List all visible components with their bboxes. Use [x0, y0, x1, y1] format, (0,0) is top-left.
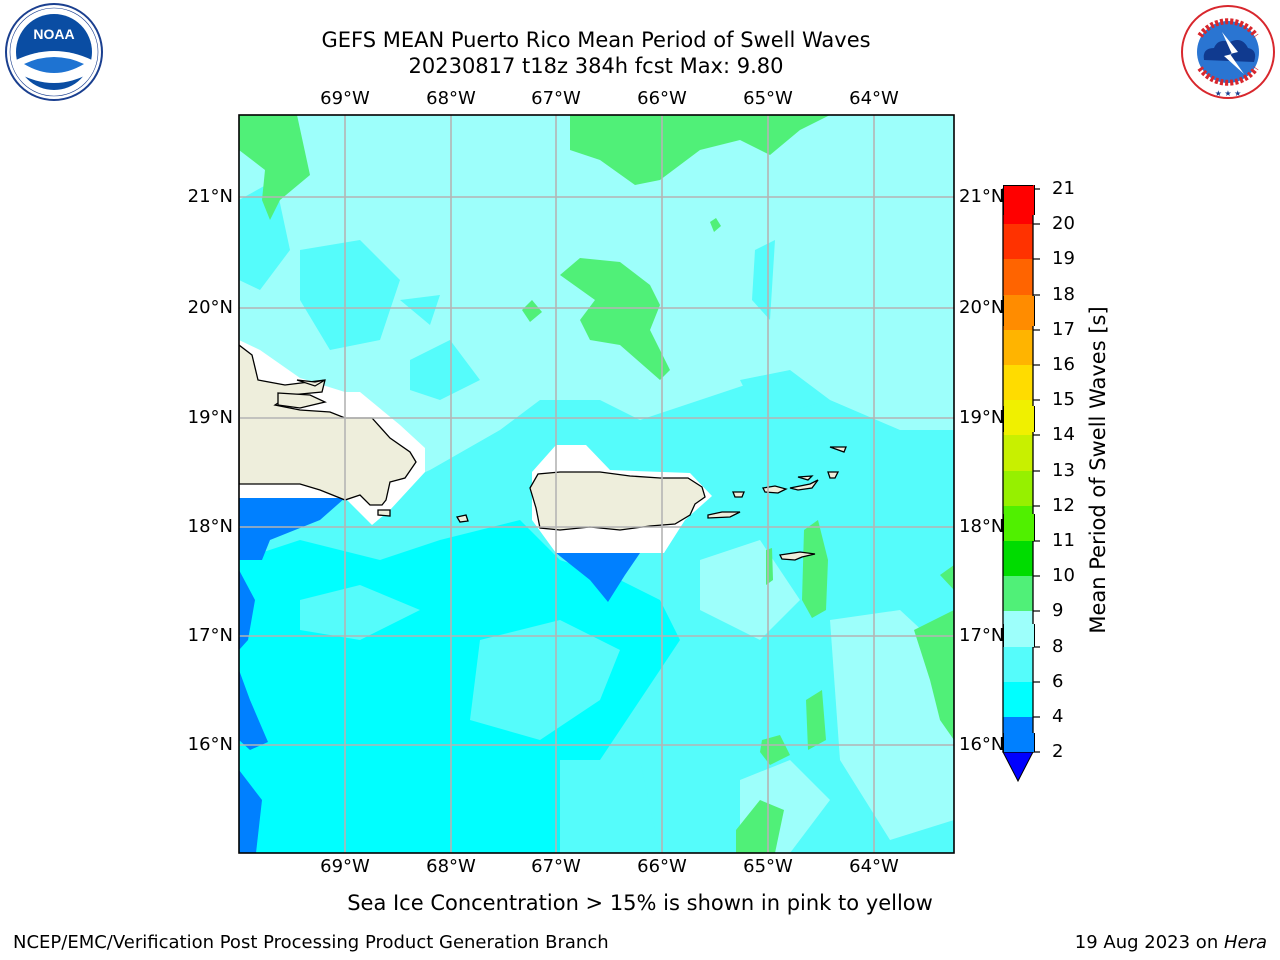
lat-tick-left: 21°N	[187, 186, 233, 207]
national-weather-service-logo: ★ ★ ★	[1180, 4, 1276, 100]
colorbar-tick: 18	[1052, 284, 1075, 305]
colorbar-tick: 6	[1052, 671, 1064, 692]
lon-tick-bottom: 64°W	[849, 856, 899, 877]
swell-band-2-4	[239, 498, 345, 560]
lon-tick-top: 69°W	[320, 88, 370, 109]
lon-tick-top: 67°W	[531, 88, 581, 109]
colorbar-tick: 17	[1052, 319, 1075, 340]
lon-tick-top: 65°W	[743, 88, 793, 109]
colorbar-cover	[1003, 624, 1035, 647]
lon-tick-bottom: 68°W	[426, 856, 476, 877]
colorbar-cover	[1003, 296, 1035, 326]
colorbar-tick: 4	[1052, 706, 1064, 727]
colorbar-top-edge	[1003, 185, 1033, 187]
colorbar-cover	[1003, 514, 1035, 541]
lat-tick-right: 21°N	[959, 186, 1005, 207]
colorbar-tick: 21	[1052, 178, 1075, 199]
lat-tick-left: 17°N	[187, 625, 233, 646]
colorbar-tick: 10	[1052, 565, 1075, 586]
lon-tick-top: 66°W	[637, 88, 687, 109]
graticule	[239, 115, 954, 853]
colorbar-tick: 2	[1052, 741, 1064, 762]
lat-tick-left: 20°N	[187, 297, 233, 318]
lon-tick-top: 68°W	[426, 88, 476, 109]
colorbar-tick: 9	[1052, 600, 1064, 621]
colorbar-tick: 14	[1052, 424, 1075, 445]
svg-text:★ ★ ★: ★ ★ ★	[1215, 89, 1242, 98]
map-frame	[238, 114, 955, 854]
colorbar-tick: 12	[1052, 495, 1075, 516]
colorbar-tick: 16	[1052, 354, 1075, 375]
hispaniola-landmass	[239, 344, 417, 506]
colorbar-top-cover	[1003, 185, 1035, 215]
lon-tick-bottom: 67°W	[531, 856, 581, 877]
colorbar-tick: 19	[1052, 248, 1075, 269]
colorbar-tick: 20	[1052, 213, 1075, 234]
footer-system-name: Hera	[1223, 932, 1267, 953]
colorbar-tick: 11	[1052, 530, 1075, 551]
lat-tick-right: 20°N	[959, 297, 1005, 318]
lat-tick-left: 18°N	[187, 516, 233, 537]
lon-tick-bottom: 65°W	[743, 856, 793, 877]
lon-tick-top: 64°W	[849, 88, 899, 109]
lon-tick-bottom: 66°W	[637, 856, 687, 877]
colorbar-tick: 15	[1052, 389, 1075, 410]
lat-tick-left: 19°N	[187, 407, 233, 428]
swell-band-9-10	[239, 115, 310, 220]
colorbar-cover	[1003, 733, 1035, 752]
noaa-logo: NOAA	[5, 3, 103, 101]
sea-ice-note: Sea Ice Concentration > 15% is shown in …	[347, 891, 933, 915]
lat-tick-right: 19°N	[959, 407, 1005, 428]
lat-tick-right: 16°N	[959, 734, 1005, 755]
colorbar-tick: 8	[1052, 636, 1064, 657]
lat-tick-right: 18°N	[959, 516, 1005, 537]
lon-tick-bottom: 69°W	[320, 856, 370, 877]
colorbar-cover	[1003, 406, 1035, 432]
lat-tick-left: 16°N	[187, 734, 233, 755]
chart-title: GEFS MEAN Puerto Rico Mean Period of Swe…	[321, 28, 871, 52]
chart-subtitle: 20230817 t18z 384h fcst Max: 9.80	[408, 54, 784, 78]
colorbar	[1002, 188, 1040, 783]
lat-tick-right: 17°N	[959, 625, 1005, 646]
swell-period-field	[239, 115, 954, 853]
svg-text:NOAA: NOAA	[33, 26, 74, 42]
colorbar-label: Mean Period of Swell Waves [s]	[1086, 306, 1110, 634]
footer-date: 19 Aug 2023 on Hera	[1075, 932, 1267, 953]
colorbar-tick: 13	[1052, 460, 1075, 481]
footer-date-text: 19 Aug 2023 on	[1074, 932, 1224, 953]
footer-credit: NCEP/EMC/Verification Post Processing Pr…	[13, 932, 609, 953]
colorbar-extend-arrow	[1002, 751, 1034, 783]
